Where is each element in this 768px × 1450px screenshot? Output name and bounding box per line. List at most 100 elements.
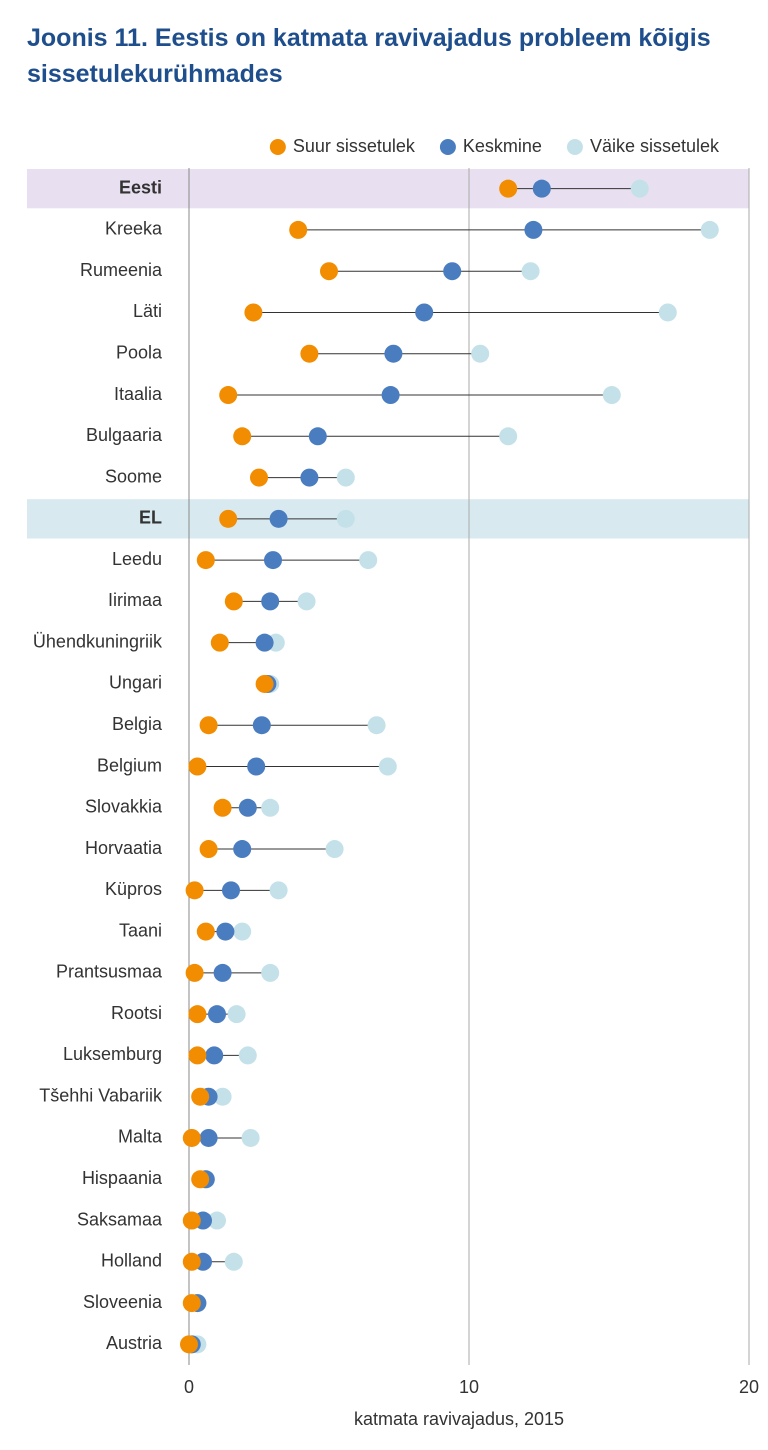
dot xyxy=(264,551,282,570)
dot xyxy=(367,716,386,735)
dot xyxy=(325,840,344,859)
dot xyxy=(199,840,218,859)
dot xyxy=(359,551,378,570)
legend-marker xyxy=(269,139,286,155)
category-label: Slovakkia xyxy=(85,797,163,817)
dot xyxy=(336,509,355,528)
dot xyxy=(224,1252,243,1271)
category-label: Küpros xyxy=(105,879,162,899)
dot xyxy=(219,509,238,528)
category-label: Ungari xyxy=(109,673,162,693)
dot xyxy=(219,386,238,405)
dot xyxy=(185,963,204,982)
category-label: Itaalia xyxy=(114,384,163,404)
dot xyxy=(210,633,229,652)
dot xyxy=(269,509,288,528)
category-label: Taani xyxy=(119,920,162,940)
dot xyxy=(182,1211,201,1230)
dot xyxy=(224,592,243,611)
category-label: Horvaatia xyxy=(85,838,163,858)
dot xyxy=(499,179,518,198)
dot xyxy=(252,716,271,735)
dot xyxy=(630,179,649,198)
dot xyxy=(602,386,621,405)
dot xyxy=(233,922,252,941)
category-label: Tšehhi Vabariik xyxy=(39,1085,163,1105)
dot xyxy=(250,468,268,487)
legend-label: Keskmine xyxy=(463,136,542,156)
dot xyxy=(499,427,518,446)
dot xyxy=(191,1170,210,1189)
dot xyxy=(381,386,400,405)
category-label: Malta xyxy=(118,1127,163,1147)
legend-label: Suur sissetulek xyxy=(293,136,416,156)
dot xyxy=(297,592,316,611)
x-axis-label: katmata ravivajadus, 2015 xyxy=(354,1409,564,1429)
legend-marker xyxy=(439,139,456,155)
row-highlight xyxy=(27,499,749,539)
dot xyxy=(233,427,252,446)
dot xyxy=(182,1294,201,1313)
dot xyxy=(521,262,540,281)
dot xyxy=(238,1046,257,1065)
category-label: Kreeka xyxy=(105,219,163,239)
category-label: Rootsi xyxy=(111,1003,162,1023)
x-tick-label: 10 xyxy=(459,1377,479,1397)
dot xyxy=(700,220,719,239)
dot xyxy=(205,1046,224,1065)
category-label: Läti xyxy=(133,301,162,321)
dot xyxy=(261,592,280,611)
dot xyxy=(320,262,338,281)
dot xyxy=(233,840,252,859)
dot xyxy=(336,468,355,487)
category-label: Sloveenia xyxy=(83,1292,163,1312)
category-label: Poola xyxy=(116,342,163,362)
category-label: Iirimaa xyxy=(108,590,163,610)
dot xyxy=(247,757,266,776)
dot xyxy=(269,881,288,900)
category-label: Hispaania xyxy=(82,1168,163,1188)
category-label: Belgia xyxy=(112,714,163,734)
dot xyxy=(213,798,232,817)
dot xyxy=(238,798,257,817)
dot xyxy=(222,881,240,900)
dot xyxy=(289,220,308,239)
dot xyxy=(300,468,319,487)
category-label: Austria xyxy=(106,1333,163,1353)
dot xyxy=(196,551,215,570)
category-label: Eesti xyxy=(119,177,162,197)
category-label: EL xyxy=(139,508,162,528)
dot xyxy=(180,1335,198,1354)
dot xyxy=(378,757,397,776)
category-label: Ühendkuningriik xyxy=(33,631,163,651)
dot xyxy=(241,1128,260,1147)
dot xyxy=(415,303,434,322)
category-label: Belgium xyxy=(97,755,162,775)
dot xyxy=(300,344,319,363)
dot xyxy=(308,427,327,446)
dot xyxy=(532,179,551,198)
dot xyxy=(255,633,274,652)
dot xyxy=(213,1087,232,1106)
x-tick-label: 0 xyxy=(184,1377,194,1397)
dot xyxy=(196,922,215,941)
dot xyxy=(199,1128,218,1147)
dot xyxy=(188,757,207,776)
dot xyxy=(208,1211,226,1230)
dot xyxy=(443,262,462,281)
dot xyxy=(261,798,280,817)
category-label: Soome xyxy=(105,466,162,486)
dot xyxy=(384,344,403,363)
category-label: Luksemburg xyxy=(63,1044,162,1064)
dot xyxy=(471,344,490,363)
dot xyxy=(188,1005,207,1024)
category-label: Rumeenia xyxy=(80,260,163,280)
dot xyxy=(191,1087,210,1106)
chart-title: Joonis 11. Eestis on katmata ravivajadus… xyxy=(27,24,711,88)
category-label: Leedu xyxy=(112,549,162,569)
dot xyxy=(182,1252,201,1271)
category-label: Saksamaa xyxy=(77,1209,163,1229)
dot xyxy=(524,220,543,239)
